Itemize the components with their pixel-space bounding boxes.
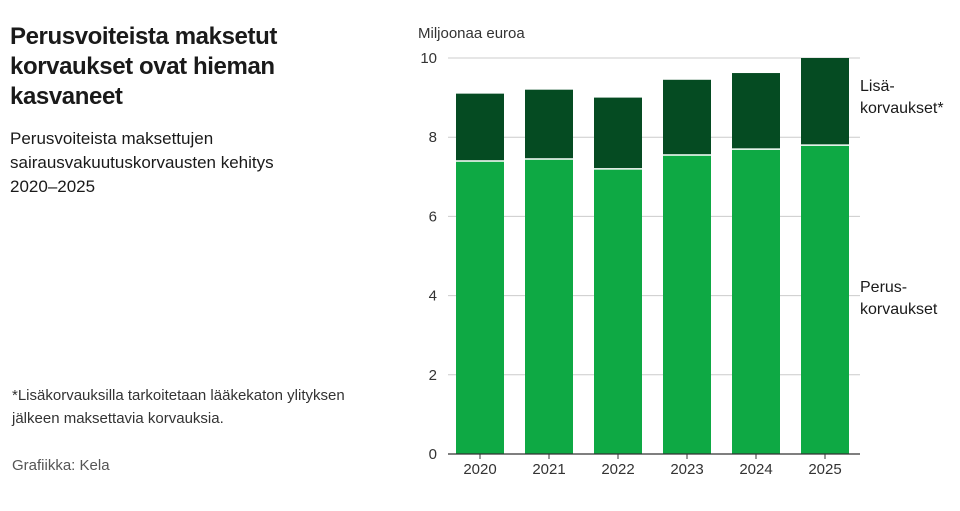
y-tick-label: 4 [429, 288, 437, 305]
chart-title: Perusvoiteista maksetut korvaukset ovat … [10, 23, 277, 110]
x-tick-label: 2022 [601, 461, 634, 478]
y-tick-label: 0 [429, 446, 437, 463]
bar-lisa-2024 [732, 73, 780, 150]
bar-lisa-2021 [525, 89, 573, 159]
source-credit: Grafiikka: Kela [12, 457, 110, 474]
bar-lisa-2025 [801, 58, 849, 146]
bar-lisa-2023 [663, 79, 711, 156]
bar-perus-2022 [594, 168, 642, 454]
x-tick-label: 2024 [739, 461, 772, 478]
y-axis-unit: Miljoonaa euroa [418, 25, 525, 42]
footnote: *Lisäkorvauksilla tarkoitetaan lääkekato… [12, 387, 345, 427]
x-tick-label: 2021 [532, 461, 565, 478]
bar-perus-2020 [456, 160, 504, 454]
bar-perus-2024 [732, 149, 780, 454]
y-tick-label: 2 [429, 367, 437, 384]
bar-perus-2025 [801, 145, 849, 454]
bar-lisa-2022 [594, 97, 642, 169]
x-tick-label: 2023 [670, 461, 703, 478]
y-tick-label: 6 [429, 208, 437, 225]
bar-perus-2021 [525, 158, 573, 455]
legend-peruskorvaukset: Perus-korvaukset [860, 279, 938, 318]
legend-lisakorvaukset: Lisä-korvaukset* [860, 78, 944, 117]
y-tick-label: 10 [420, 50, 437, 67]
y-tick-label: 8 [429, 129, 437, 146]
bar-lisa-2020 [456, 93, 504, 161]
x-tick-label: 2020 [463, 461, 496, 478]
chart-subtitle: Perusvoiteista maksettujen sairausvakuut… [10, 129, 274, 196]
bar-perus-2023 [663, 155, 711, 454]
x-tick-label: 2025 [808, 461, 841, 478]
